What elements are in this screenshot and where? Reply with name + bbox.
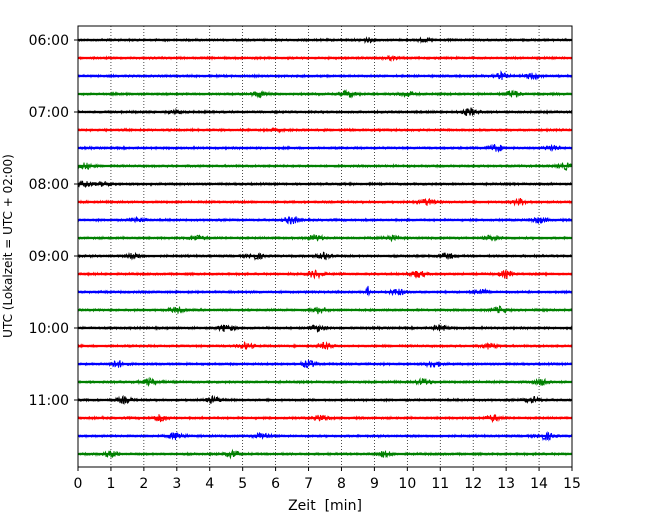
y-axis-ticks: 06:00 07:00 08:00 09:00 10:00 11:00 [29, 33, 78, 409]
x-tick-label: 5 [238, 476, 247, 492]
x-axis-ticks: 0 1 2 3 4 5 6 7 8 9 10 11 12 13 14 15 [74, 467, 581, 492]
x-tick-label: 10 [398, 476, 416, 492]
plot-frame [77, 25, 573, 468]
x-tick-label: 1 [106, 476, 115, 492]
y-tick-label: 10:00 [29, 321, 69, 337]
x-tick-label: 3 [172, 476, 181, 492]
y-tick-label: 08:00 [29, 177, 69, 193]
y-tick-label: 09:00 [29, 249, 69, 265]
x-tick-label: 11 [431, 476, 449, 492]
x-tick-label: 13 [497, 476, 515, 492]
x-tick-label: 8 [337, 476, 346, 492]
trace-layer [77, 36, 573, 460]
x-tick-label: 12 [464, 476, 482, 492]
x-tick-label: 7 [304, 476, 313, 492]
x-tick-label: 14 [530, 476, 548, 492]
x-tick-label: 0 [74, 476, 83, 492]
x-tick-label: 9 [370, 476, 379, 492]
x-tick-label: 2 [139, 476, 148, 492]
y-tick-label: 11:00 [29, 393, 69, 409]
x-tick-label: 15 [563, 476, 581, 492]
y-tick-label: 06:00 [29, 33, 69, 49]
y-axis-label: UTC (Lokalzeit = UTC + 02:00) [1, 154, 15, 338]
x-axis-label: Zeit [min] [288, 498, 362, 514]
trace-line [77, 285, 573, 297]
y-tick-label: 07:00 [29, 105, 69, 121]
x-tick-label: 4 [205, 476, 214, 492]
x-tick-label: 6 [271, 476, 280, 492]
